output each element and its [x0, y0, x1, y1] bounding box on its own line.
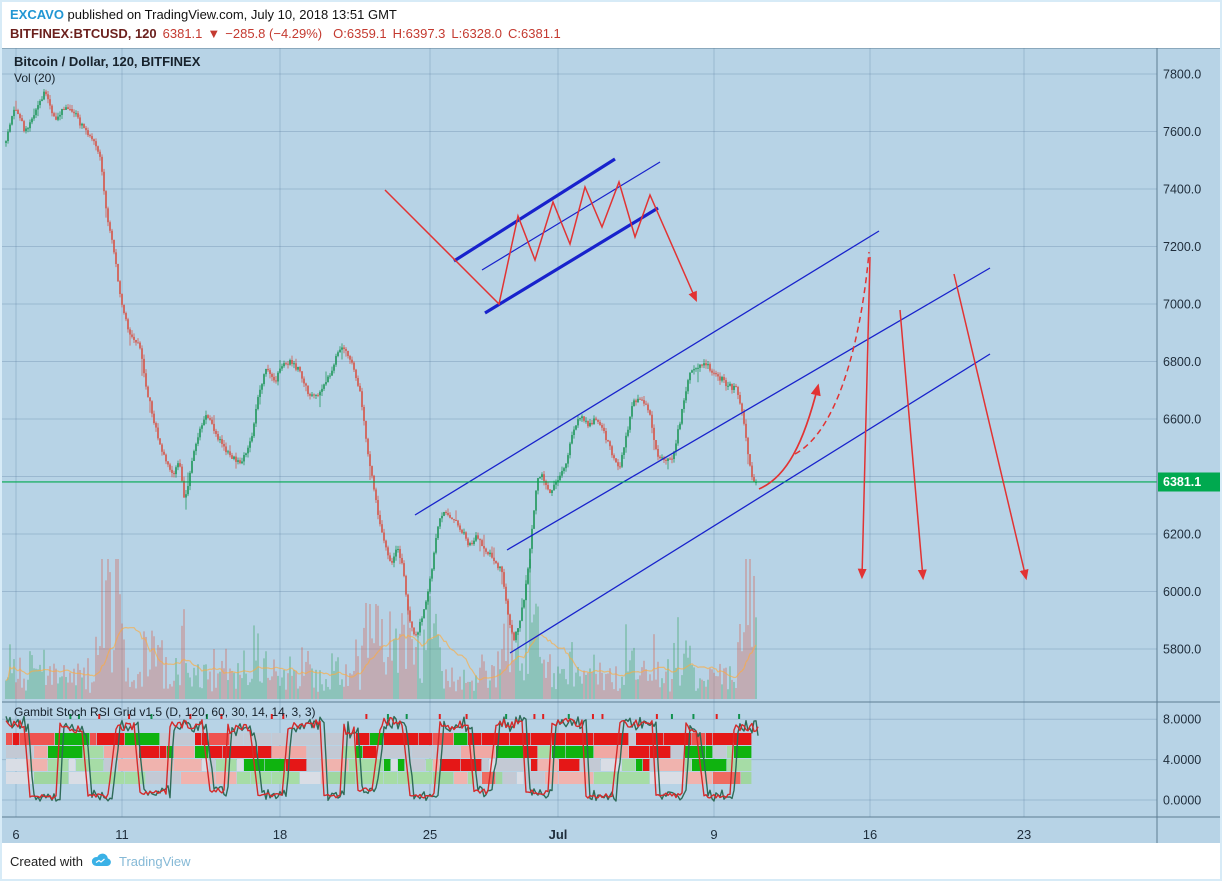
svg-text:7800.0: 7800.0: [1163, 68, 1201, 82]
svg-text:23: 23: [1017, 827, 1031, 842]
svg-text:6800.0: 6800.0: [1163, 355, 1201, 369]
low-label: L:: [451, 26, 463, 41]
footer: Created with TradingView: [2, 843, 1220, 879]
open-label: O:: [333, 26, 347, 41]
svg-text:6381.1: 6381.1: [1163, 475, 1201, 489]
svg-text:Jul: Jul: [549, 827, 568, 842]
annotation-projection-arrows: [758, 251, 1029, 581]
publish-info: published on TradingView.com, July 10, 2…: [63, 7, 397, 22]
candlestick-series: [5, 88, 757, 643]
svg-text:16: 16: [863, 827, 877, 842]
price-axis: 7800.0 7600.0 7400.0 7200.0 7000.0 6800.0 6600…: [1163, 68, 1201, 657]
svg-text:9: 9: [710, 827, 717, 842]
open-value: 6359.1: [346, 26, 387, 41]
svg-text:7000.0: 7000.0: [1163, 298, 1201, 312]
svg-text:18: 18: [273, 827, 287, 842]
symbol-name: BITFINEX:BTCUSD, 120: [10, 26, 157, 41]
tradingview-brand-label: TradingView: [118, 853, 191, 869]
svg-text:6600.0: 6600.0: [1163, 413, 1201, 427]
down-triangle-icon: ▼: [207, 26, 221, 41]
svg-text:25: 25: [423, 827, 437, 842]
svg-text:11: 11: [115, 827, 129, 842]
indicator-legend: Gambit Stoch RSI Grid v1.5 (D, 120, 60, …: [14, 705, 316, 719]
indicator-oscillator-lines: [5, 714, 759, 802]
time-axis: 6 11 18 25 Jul 9 16 23: [12, 827, 1031, 842]
symbol-ohlc-line: BITFINEX:BTCUSD, 120 6381.1 ▼ −285.8 (−4.29…: [10, 26, 1220, 41]
svg-text:7200.0: 7200.0: [1163, 240, 1201, 254]
svg-text:7400.0: 7400.0: [1163, 183, 1201, 197]
high-value: 6397.3: [405, 26, 446, 41]
header: EXCAVO published on TradingView.com, Jul…: [2, 2, 1220, 48]
close-value: 6381.1: [521, 26, 561, 41]
publish-line: EXCAVO published on TradingView.com, Jul…: [10, 7, 1220, 22]
svg-text:8.0000: 8.0000: [1163, 713, 1201, 727]
svg-text:7600.0: 7600.0: [1163, 125, 1201, 139]
annotation-zigzag-sketch: [384, 179, 697, 306]
volume-series: [5, 559, 757, 699]
volume-ma-line: [5, 626, 757, 682]
last-price: 6381.1: [162, 26, 203, 41]
close-label: C:: [508, 26, 522, 41]
volume-legend: Vol (20): [14, 71, 56, 85]
tradingview-cloud-logo-icon: [90, 853, 112, 869]
svg-text:6200.0: 6200.0: [1163, 528, 1201, 542]
created-with-label: Created with: [10, 853, 83, 869]
svg-text:4.0000: 4.0000: [1163, 753, 1201, 767]
last-price-tag: 6381.1: [1158, 472, 1220, 492]
svg-text:6000.0: 6000.0: [1163, 585, 1201, 599]
chart-background: [2, 48, 1220, 847]
price-change: −285.8 (−4.29%): [225, 26, 323, 41]
annotation-flag-pattern: [453, 157, 661, 315]
annotation-trend-channel: [414, 230, 991, 654]
gridlines: [2, 48, 1157, 817]
svg-text:5800.0: 5800.0: [1163, 643, 1201, 657]
high-label: H:: [392, 26, 406, 41]
main-pane-legend: Bitcoin / Dollar, 120, BITFINEX: [14, 54, 201, 69]
indicator-axis: 8.0000 4.0000 0.0000: [1163, 713, 1201, 808]
svg-text:6: 6: [12, 827, 19, 842]
low-value: 6328.0: [462, 26, 503, 41]
author-name: EXCAVO: [10, 7, 64, 22]
svg-text:0.0000: 0.0000: [1163, 794, 1201, 808]
